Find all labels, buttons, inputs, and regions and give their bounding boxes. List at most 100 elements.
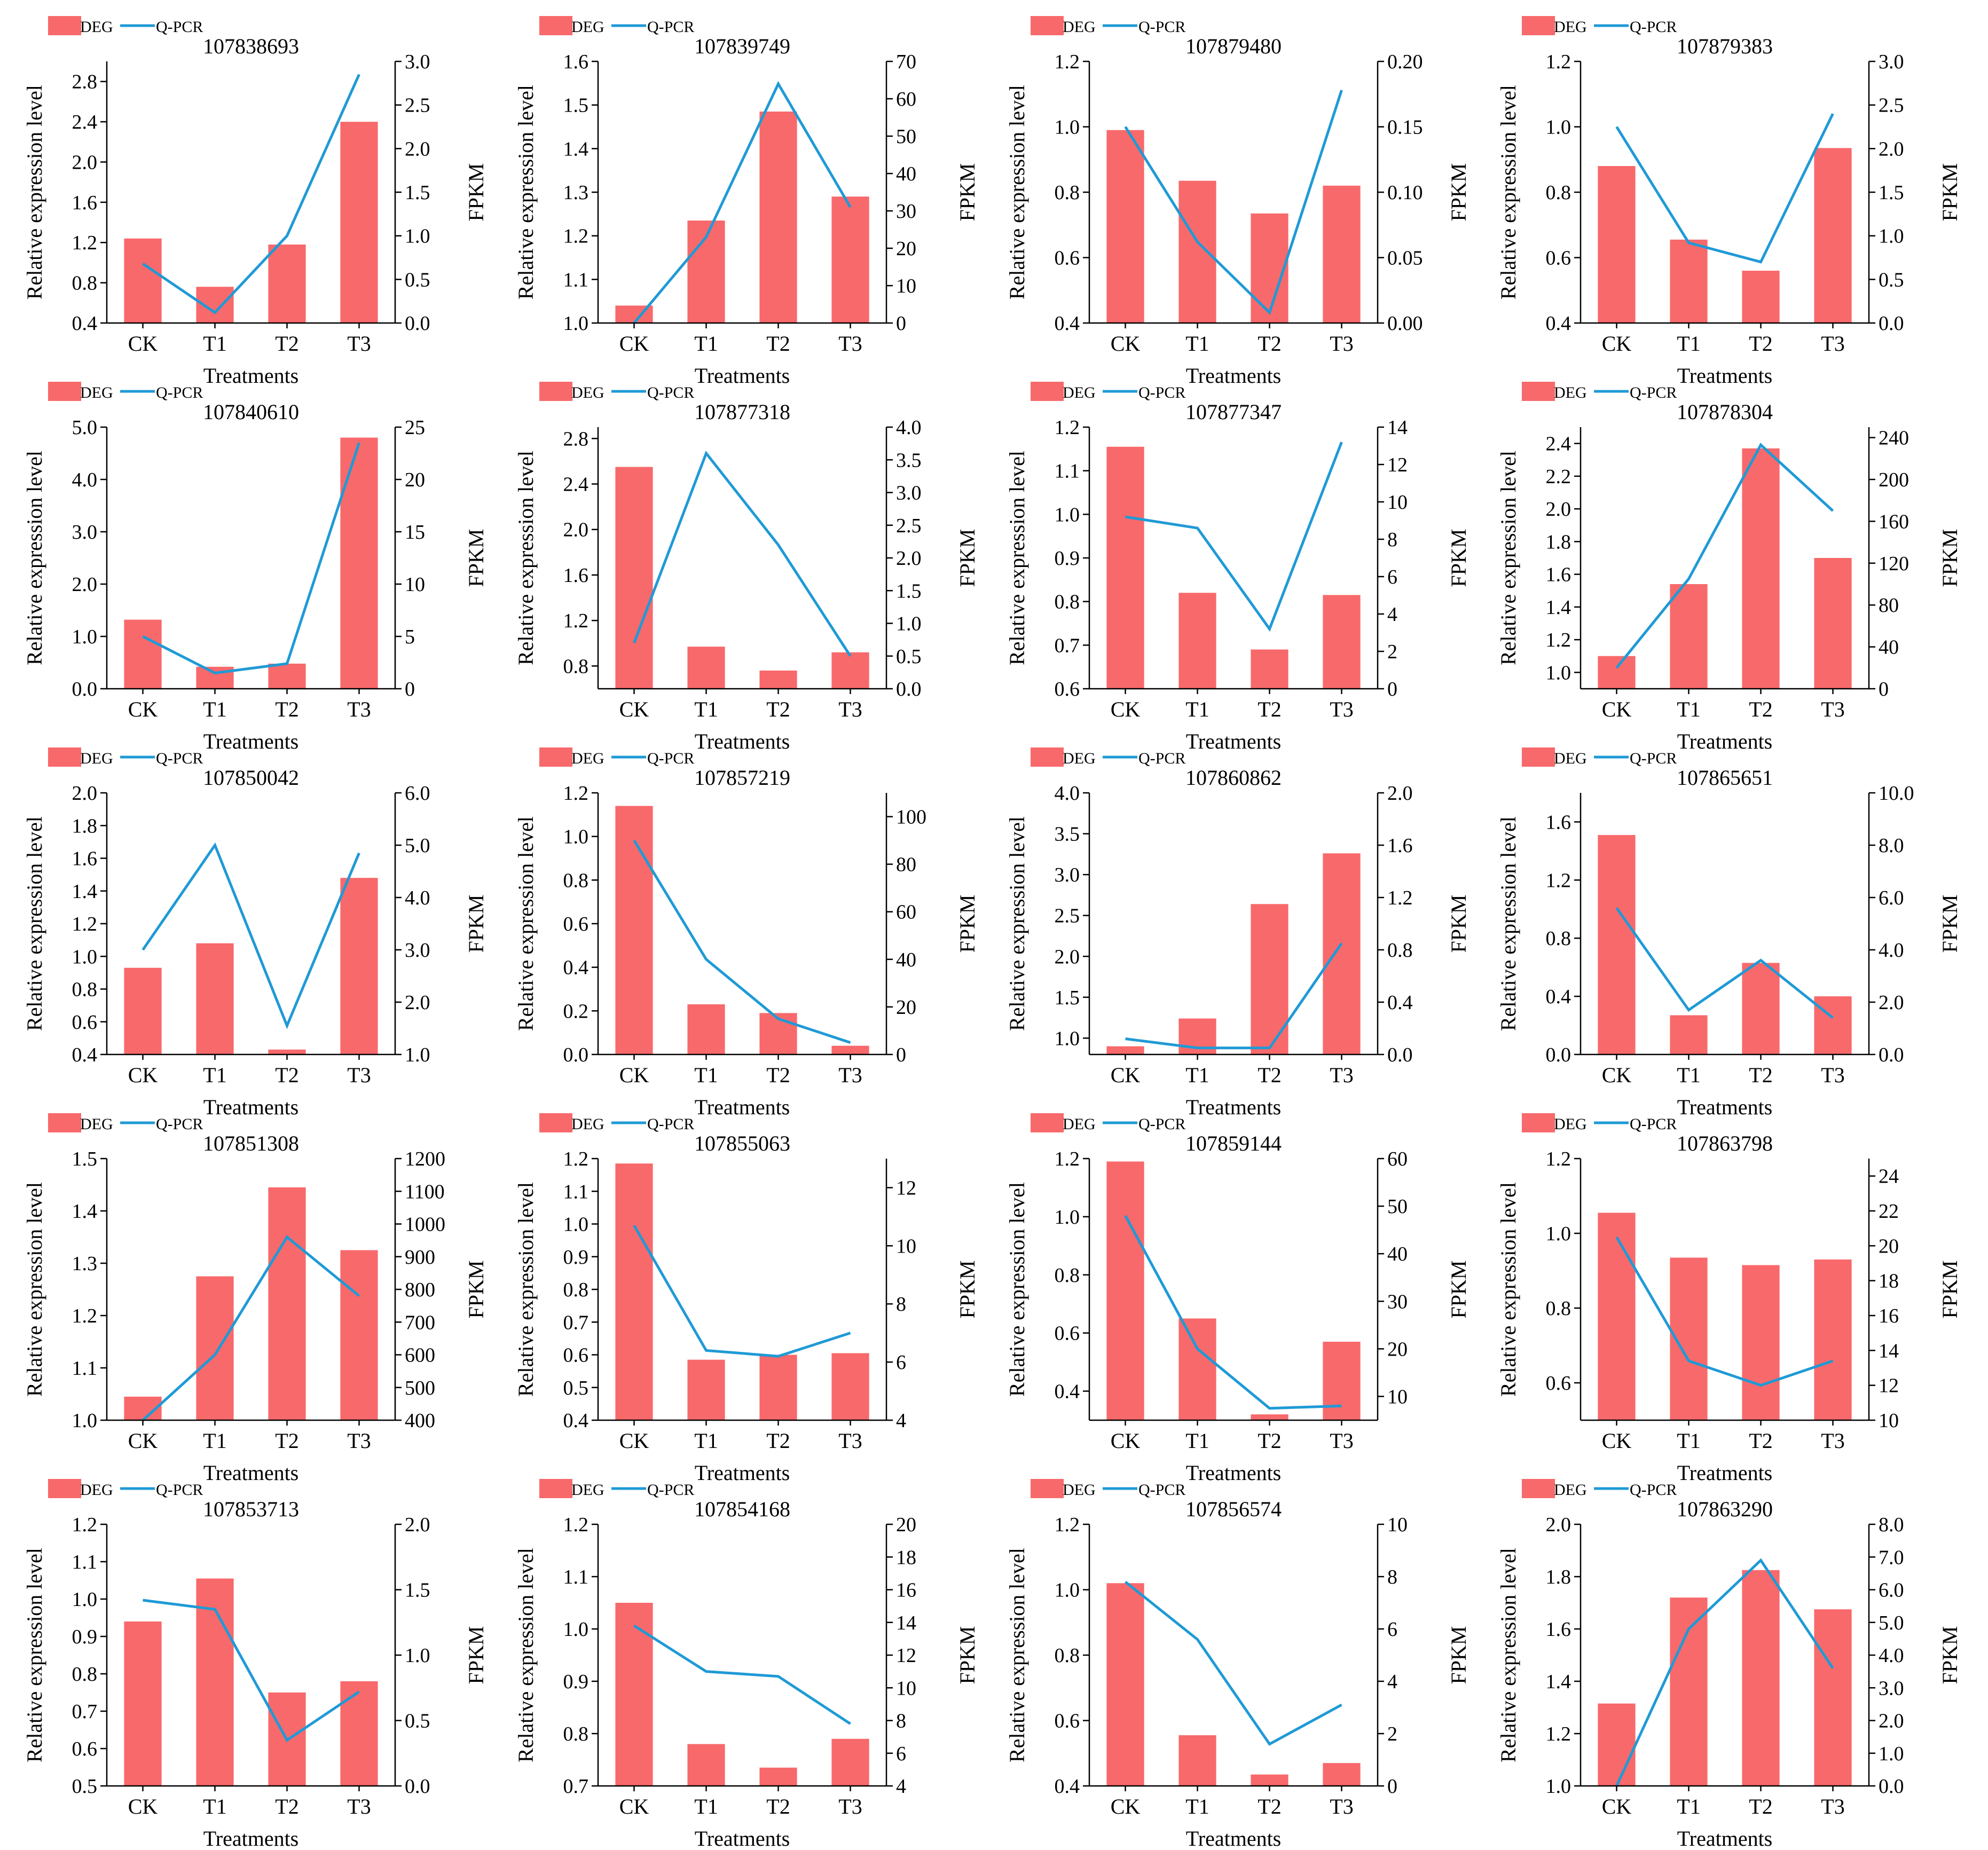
left-tick-label: 2.2 xyxy=(1546,466,1571,488)
legend: DEG Q-PCR xyxy=(1031,382,1185,402)
x-tick-label: T1 xyxy=(1185,1429,1209,1453)
left-tick-label: 0.6 xyxy=(1546,1372,1571,1395)
right-tick-label: 8 xyxy=(896,1710,906,1733)
legend-label-deg: DEG xyxy=(571,750,604,767)
right-tick-label: 2 xyxy=(1387,641,1397,663)
right-tick-label: 0 xyxy=(1387,678,1397,700)
x-axis-title: Treatments xyxy=(1677,1461,1773,1485)
x-tick-label: T3 xyxy=(838,697,862,721)
right-tick-label: 3.0 xyxy=(405,51,430,73)
right-tick-label: 0.05 xyxy=(1387,247,1423,270)
right-tick-label: 16 xyxy=(896,1579,916,1602)
deg-bar-T1 xyxy=(1670,1015,1708,1054)
right-tick-label: 0 xyxy=(405,678,415,700)
right-tick-label: 2.0 xyxy=(405,138,430,160)
chart-title: 107853713 xyxy=(203,1497,299,1521)
deg-bar-CK xyxy=(1598,835,1636,1054)
y2-axis-title: FPKM xyxy=(464,163,488,222)
qpcr-line xyxy=(1615,1236,1834,1387)
right-tick-label: 160 xyxy=(1879,510,1909,533)
right-tick-label: 22 xyxy=(1879,1200,1899,1223)
x-tick-label: CK xyxy=(1111,1429,1141,1453)
right-tick-label: 40 xyxy=(896,163,916,185)
right-tick-label: 0.00 xyxy=(1387,312,1423,335)
left-tick-label: 0.8 xyxy=(1546,1297,1571,1320)
deg-bar-CK xyxy=(615,467,653,689)
y2-axis-title: FPKM xyxy=(955,1626,979,1684)
left-tick-label: 0.9 xyxy=(563,1671,589,1693)
x-axis-title: Treatments xyxy=(1677,364,1773,388)
x-axis-title: Treatments xyxy=(695,1827,790,1850)
legend: DEG Q-PCR xyxy=(1031,1479,1185,1499)
right-tick-label: 4 xyxy=(1387,603,1397,626)
left-tick-label: 2.4 xyxy=(1546,433,1571,455)
left-tick-label: 1.4 xyxy=(563,138,589,160)
right-tick-label: 10 xyxy=(896,275,916,297)
deg-bar-T3 xyxy=(831,1353,869,1420)
right-tick-label: 2.0 xyxy=(1879,1710,1904,1733)
deg-bar-T3 xyxy=(831,1738,869,1786)
x-tick-label: T2 xyxy=(766,1429,790,1453)
right-tick-label: 25 xyxy=(405,416,425,439)
left-tick-label: 0.8 xyxy=(72,979,98,1001)
left-tick-label: 1.2 xyxy=(1546,1148,1571,1170)
right-tick-label: 240 xyxy=(1879,427,1909,450)
x-tick-label: T1 xyxy=(1185,1794,1209,1818)
deg-bar-T2 xyxy=(1251,1774,1288,1786)
right-tick-label: 1.0 xyxy=(1879,225,1904,248)
left-tick-label: 2.5 xyxy=(1055,905,1080,927)
left-tick-label: 0.0 xyxy=(563,1044,589,1066)
legend-label-deg: DEG xyxy=(80,384,113,402)
left-tick-label: 0.6 xyxy=(1055,678,1080,700)
legend-label-qpcr: Q-PCR xyxy=(1630,18,1677,36)
left-tick-label: 1.5 xyxy=(72,1148,98,1170)
left-tick-label: 0.8 xyxy=(1055,182,1080,204)
legend-label-qpcr: Q-PCR xyxy=(156,750,203,767)
right-tick-label: 4.0 xyxy=(1879,939,1904,962)
deg-bar-CK xyxy=(615,806,653,1054)
left-tick-label: 0.6 xyxy=(563,1344,589,1367)
legend-label-deg: DEG xyxy=(1063,1115,1096,1133)
legend: DEG Q-PCR xyxy=(48,1113,203,1133)
right-tick-label: 2.0 xyxy=(405,991,430,1014)
right-tick-label: 0 xyxy=(1387,1775,1397,1798)
x-tick-label: CK xyxy=(619,697,649,721)
right-tick-label: 0.20 xyxy=(1387,51,1423,73)
x-tick-label: CK xyxy=(1602,1063,1632,1087)
x-tick-label: T3 xyxy=(1330,697,1353,721)
right-tick-label: 600 xyxy=(405,1344,435,1367)
x-axis-title: Treatments xyxy=(695,1461,790,1485)
left-tick-label: 1.0 xyxy=(72,626,98,648)
legend-label-deg: DEG xyxy=(1554,750,1587,767)
left-tick-label: 0.9 xyxy=(1055,547,1080,570)
left-tick-label: 0.4 xyxy=(1055,1775,1080,1798)
left-tick-label: 2.0 xyxy=(72,573,98,596)
right-tick-label: 30 xyxy=(1387,1290,1408,1313)
deg-bar-CK xyxy=(1106,130,1144,323)
y2-axis-title: FPKM xyxy=(464,1626,488,1684)
y2-axis-title: FPKM xyxy=(464,1261,488,1319)
right-tick-label: 70 xyxy=(896,51,916,73)
deg-bar-CK xyxy=(1106,446,1144,689)
x-tick-label: T3 xyxy=(347,1429,371,1453)
right-tick-label: 6 xyxy=(1387,566,1397,588)
x-tick-label: T3 xyxy=(1821,1794,1844,1818)
left-tick-label: 0.2 xyxy=(563,1000,589,1022)
y2-axis-title: FPKM xyxy=(955,529,979,587)
deg-bar-T3 xyxy=(831,1045,869,1054)
right-tick-label: 8.0 xyxy=(1879,1514,1904,1536)
left-tick-label: 1.2 xyxy=(563,225,589,248)
legend-label-deg: DEG xyxy=(80,1115,113,1133)
x-tick-label: T2 xyxy=(1749,332,1772,356)
legend-label-qpcr: Q-PCR xyxy=(1138,384,1185,402)
right-tick-label: 2.0 xyxy=(405,1514,430,1536)
legend: DEG Q-PCR xyxy=(539,1479,694,1499)
deg-bar-T2 xyxy=(1251,213,1288,323)
x-tick-label: T1 xyxy=(203,1063,226,1087)
deg-bar-T3 xyxy=(1814,1609,1852,1786)
right-tick-label: 4 xyxy=(1387,1671,1397,1693)
